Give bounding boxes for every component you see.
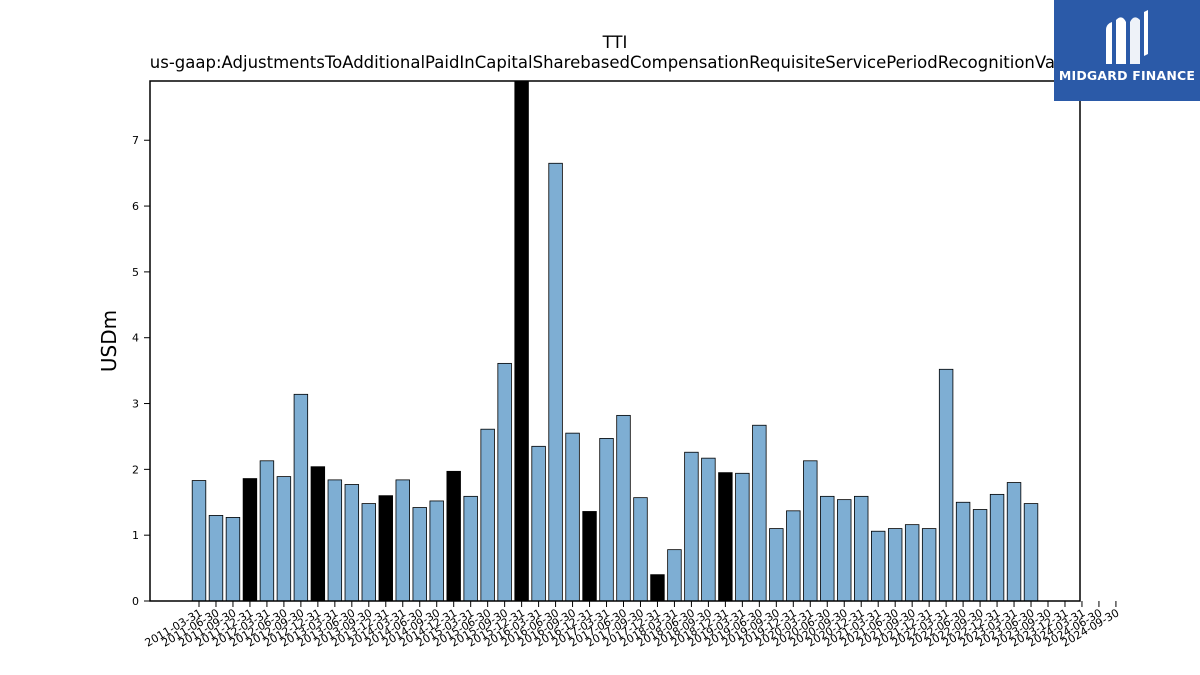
bar [565,432,580,602]
bar [599,438,614,602]
y-tick-label: 2 [132,463,139,476]
bar [429,500,444,602]
bar [293,393,309,602]
bar [480,428,495,602]
bar [871,530,886,602]
bar [955,501,971,602]
y-tick-label: 6 [132,200,139,213]
y-axis: 0 1 2 3 4 5 6 7 [132,134,150,608]
midgard-logo-icon [1106,10,1148,64]
bar [667,549,682,602]
y-tick-label: 7 [132,134,139,147]
bar [989,493,1005,602]
bar [837,499,852,602]
bar [887,528,903,602]
bar [446,470,461,602]
brand-logo: MIDGARD FINANCE [1054,0,1200,101]
bar [1006,482,1022,602]
y-axis-label: USDm [97,310,121,372]
bar [921,528,937,602]
bar [378,495,393,602]
bar [820,495,835,602]
bar [259,460,275,602]
brand-name: MIDGARD FINANCE [1058,68,1196,83]
plot-frame [149,80,1081,602]
bar [276,476,292,602]
bar [854,495,869,602]
y-tick-label: 0 [132,595,139,608]
bar [718,472,733,602]
y-tick-label: 4 [132,332,139,345]
bar [972,509,988,602]
y-tick-label: 3 [132,398,139,411]
bar [395,479,410,602]
bar [803,460,818,602]
bars-group [191,80,1039,602]
chart-title: TTI [602,33,628,52]
y-tick-label: 1 [132,529,139,542]
bar [582,511,597,602]
y-tick-label: 5 [132,266,139,279]
bar [191,480,207,602]
bar [616,414,631,602]
bar [463,495,478,602]
bar [548,162,563,602]
bar [1023,503,1039,602]
bar [514,80,529,602]
bar [242,478,258,602]
bar [752,424,767,602]
bar [531,445,546,602]
bar [904,524,920,602]
bar [701,457,716,602]
bar [735,472,750,602]
bar [208,515,224,602]
chart-subtitle: us-gaap:AdjustmentsToAdditionalPaidInCap… [150,53,1080,72]
bar [344,484,360,602]
bar [938,368,954,602]
bar [497,362,512,602]
bar [310,466,326,602]
bar [769,528,784,602]
bar [786,510,801,602]
bar [633,497,648,602]
bar [684,451,699,602]
bar [412,507,427,602]
bar [327,479,343,602]
bar [225,517,241,602]
x-axis: 2011-03-312011-06-302011-09-302011-12-31… [143,601,1121,650]
bar [650,574,665,602]
bar [361,503,377,602]
